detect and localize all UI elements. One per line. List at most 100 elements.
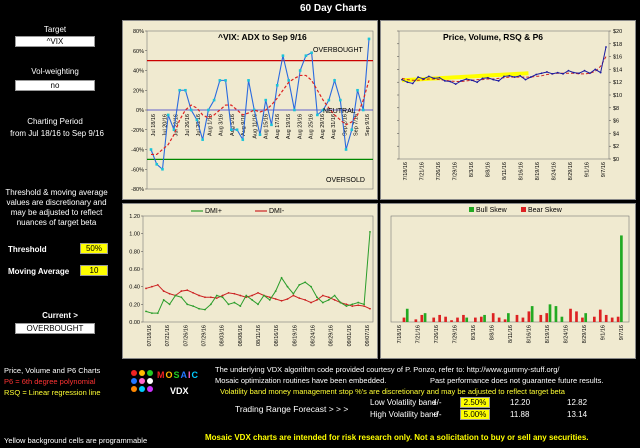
adx-point xyxy=(235,128,239,132)
dmi-minus-point xyxy=(145,287,147,290)
dmi-minus-point xyxy=(227,291,230,294)
adx-xtick-label: Jul 28/16 xyxy=(196,114,202,136)
adx-point xyxy=(304,54,308,57)
adx-xtick-label: Aug 31/16 xyxy=(331,114,337,139)
yellow-note: Yellow background cells are programmable xyxy=(4,436,148,445)
price-point xyxy=(578,72,581,75)
footer-line1: The underlying VDX algorithm code provid… xyxy=(215,365,560,374)
price-xtick-label: 7/18/16 xyxy=(403,162,409,180)
disclaimer: Mosaic VDX charts are intended for risk … xyxy=(205,433,589,442)
mosaic-word: MOSAIC xyxy=(157,370,200,380)
adx-xtick-label: Sep 7/16 xyxy=(354,114,360,136)
adx-point xyxy=(172,128,176,132)
skew-xtick-label: 7/18/16 xyxy=(397,325,403,343)
dmi-xtick-label: 08/03/16 xyxy=(220,325,226,346)
ma-input[interactable]: 10 xyxy=(80,265,108,276)
dmi-plus-point xyxy=(150,312,153,315)
adx-point xyxy=(339,98,342,102)
dmi-plot-area xyxy=(142,215,374,323)
price-xtick-label: 9/7/16 xyxy=(601,162,607,177)
bull-skew-bar xyxy=(620,235,623,322)
dmi-plus-point xyxy=(369,231,371,233)
skew-xtick-label: 7/29/16 xyxy=(453,325,459,343)
vdx-word: VDX xyxy=(170,386,189,396)
price-point xyxy=(551,72,554,75)
high-band-hi: 13.14 xyxy=(567,410,588,419)
adx-point xyxy=(230,128,233,132)
neutral-annotation: NEUTRAL xyxy=(323,108,356,115)
price-xtick-label: 8/29/16 xyxy=(568,162,574,180)
adx-point xyxy=(149,148,153,151)
threshold-label: Threshold xyxy=(8,245,47,254)
current-value: OVERBOUGHT xyxy=(15,323,95,334)
adx-xtick-label: Aug 17/16 xyxy=(275,114,281,139)
adx-point xyxy=(275,84,279,87)
target-input[interactable]: ^VIX xyxy=(15,36,95,47)
high-band-pct[interactable]: 5.00% xyxy=(460,409,490,420)
high-band-lo: 11.88 xyxy=(510,410,530,419)
dmi-plus-point xyxy=(162,299,165,301)
dmi-plus-point xyxy=(262,294,265,297)
period-value: from Jul 18/16 to Sep 9/16 xyxy=(10,129,104,138)
skew-xtick-label: 9/7/16 xyxy=(619,325,625,340)
low-band-pct[interactable]: 2.50% xyxy=(460,397,490,408)
adx-point xyxy=(241,138,245,141)
price-ytick-label: $0 xyxy=(613,157,619,163)
price-xtick-label: 8/8/16 xyxy=(486,162,492,177)
dmi-ytick-label: 0.60 xyxy=(129,267,140,273)
volweight-input[interactable]: no xyxy=(15,80,95,91)
price-point xyxy=(594,68,597,71)
bull-skew-bar xyxy=(548,304,552,322)
skew-xtick-label: 8/24/16 xyxy=(564,325,570,343)
adx-point xyxy=(166,113,170,117)
price-point xyxy=(422,78,425,80)
low-band-hi: 12.82 xyxy=(567,398,588,407)
price-point xyxy=(427,75,430,78)
price-point xyxy=(524,78,527,81)
dmi-xtick-label: 07/21/16 xyxy=(165,325,171,346)
dmi-minus-point xyxy=(304,299,307,301)
bear-skew-bar xyxy=(569,308,572,322)
price-point xyxy=(556,71,559,74)
price-point xyxy=(401,78,403,81)
p6-note: P6 = 6th degree polynomial xyxy=(4,377,96,386)
adx-point xyxy=(184,88,187,92)
bear-skew-bar xyxy=(545,313,549,322)
adx-xtick-label: Aug 29/16 xyxy=(320,114,326,139)
dmi-plus-point xyxy=(321,301,324,304)
skew-chart: Bull Skew Bear Skew 7/18/16 7/21/16 7/26/16 7… xyxy=(390,207,630,343)
price-point xyxy=(433,77,436,80)
skew-xtick-label: 8/19/16 xyxy=(545,325,551,343)
dmi-minus-point xyxy=(268,296,271,299)
dmi-minus-point xyxy=(180,290,183,292)
target-label: Target xyxy=(43,25,67,34)
bull-skew-bar xyxy=(405,308,409,322)
dmi-plus-point xyxy=(204,308,206,311)
dmi-plus-point xyxy=(316,296,318,299)
dmi-plus-point xyxy=(198,307,200,310)
adx-point xyxy=(350,128,354,132)
adx-point xyxy=(281,54,285,57)
dmi-ytick-label: 1.00 xyxy=(129,232,140,238)
price-ytick-label: $2 xyxy=(613,144,619,150)
adx-chart-title: ^VIX: ADX to Sep 9/16 xyxy=(218,32,307,42)
dmi-ytick-label: 1.20 xyxy=(129,214,140,220)
price-xtick-label: 8/3/16 xyxy=(469,162,475,177)
bull-skew-bar xyxy=(560,316,564,322)
bear-skew-bar xyxy=(575,311,578,322)
trading-range-label: Trading Range Forecast > > > xyxy=(235,404,349,414)
price-point xyxy=(476,81,479,84)
skew-xtick-label: 8/3/16 xyxy=(471,325,477,340)
dmi-plus-point xyxy=(174,294,177,297)
skew-xtick-label: 8/11/16 xyxy=(508,325,514,343)
dmi-minus-point xyxy=(204,296,206,299)
threshold-input[interactable]: 50% xyxy=(80,243,108,254)
adx-xtick-label: Aug 23/16 xyxy=(297,114,303,139)
dmi-plus-point xyxy=(186,303,189,306)
threshold-note: Threshold & moving average values are di… xyxy=(5,188,108,227)
low-band-label: Low Volatility band xyxy=(370,398,437,407)
price-point xyxy=(562,72,564,75)
ma-label: Moving Average xyxy=(8,267,70,276)
dmi-minus-point xyxy=(333,299,336,301)
dmi-plus-point xyxy=(168,303,171,306)
